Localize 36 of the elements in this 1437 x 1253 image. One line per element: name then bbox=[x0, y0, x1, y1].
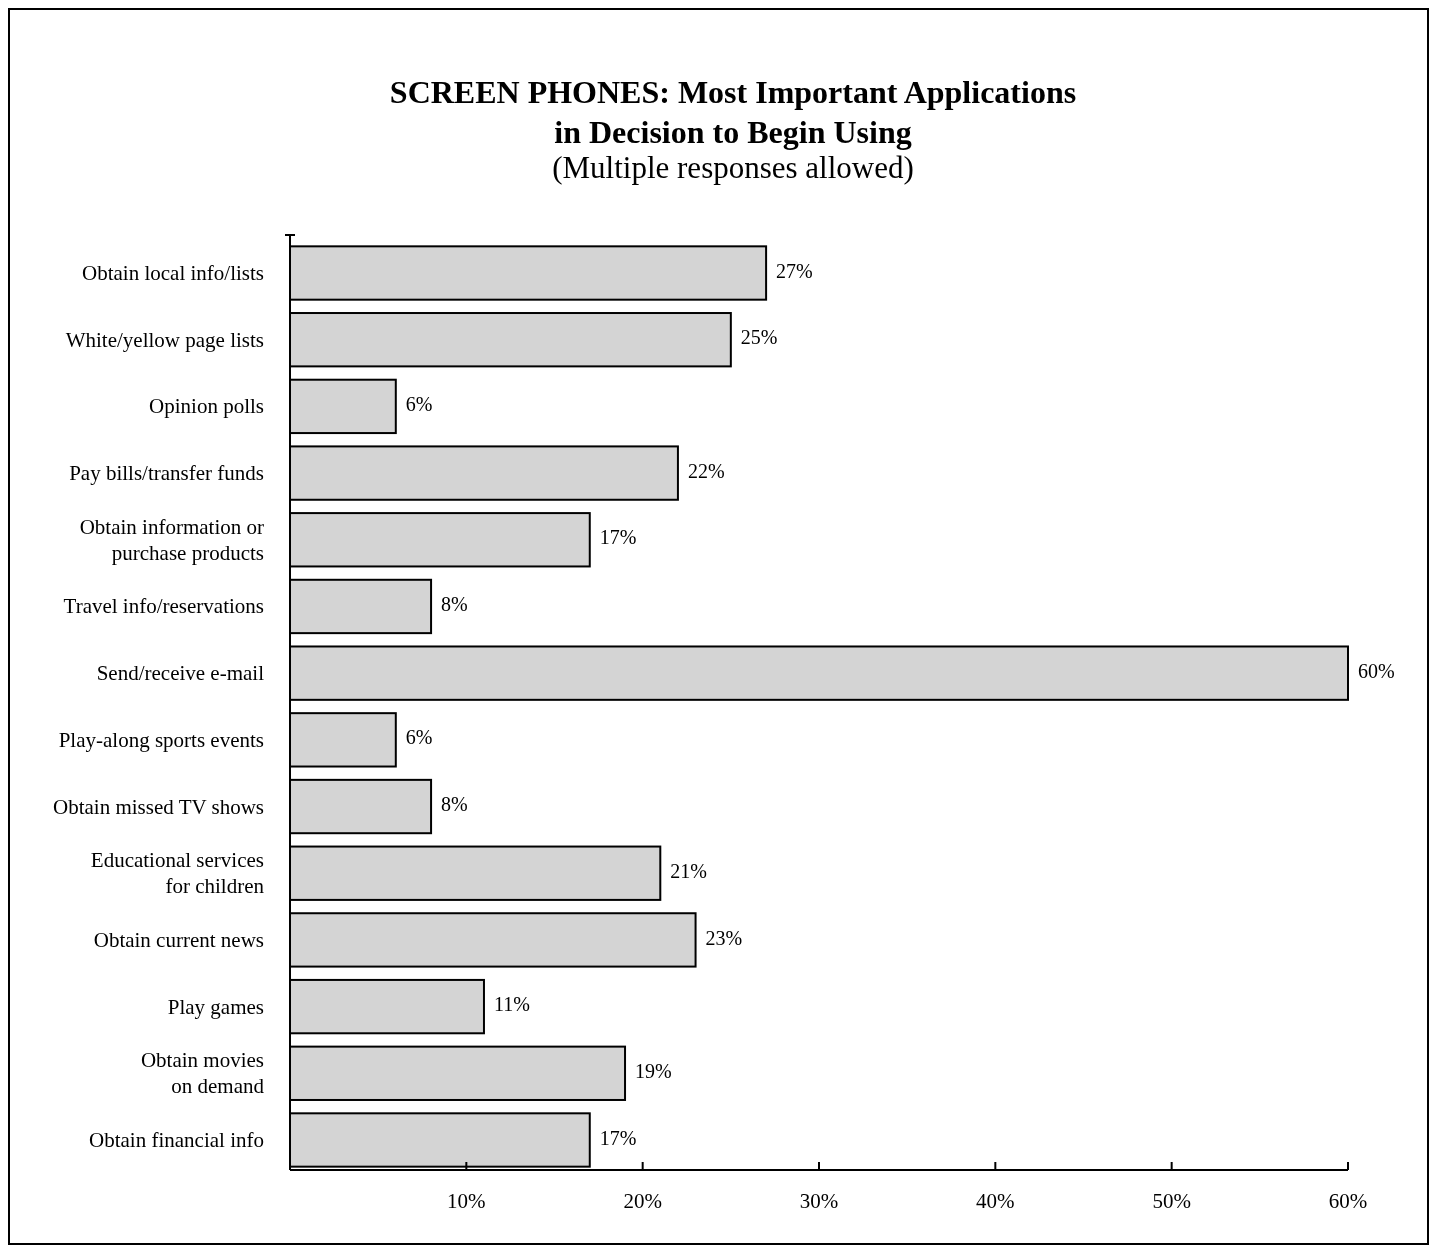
data-label: 17% bbox=[599, 1126, 637, 1149]
x-tick-label: 40% bbox=[976, 1189, 1015, 1213]
data-label: 60% bbox=[1358, 659, 1395, 682]
y-tick-label: Pay bills/transfer funds bbox=[69, 461, 264, 486]
y-tick-label: Play games bbox=[167, 994, 264, 1019]
x-tick-label: 30% bbox=[799, 1189, 839, 1213]
y-tick-label: Send/receive e-mail bbox=[96, 661, 265, 686]
data-label: 27% bbox=[776, 259, 813, 282]
y-tick-label: Obtain missed TV shows bbox=[53, 794, 264, 819]
data-label: 21% bbox=[670, 859, 707, 882]
y-tick-label: Obtain movies on demand bbox=[140, 1048, 265, 1099]
data-label: 6% bbox=[405, 392, 433, 415]
y-tick-label: Obtain financial info bbox=[89, 1127, 264, 1152]
y-tick-label: Educational services for children bbox=[90, 848, 265, 899]
data-label: 8% bbox=[441, 793, 468, 816]
data-label: 23% bbox=[705, 926, 743, 949]
x-tick-label: 20% bbox=[623, 1189, 662, 1213]
data-label: 22% bbox=[687, 459, 725, 482]
data-label: 17% bbox=[599, 526, 637, 549]
x-tick-label: 60% bbox=[1328, 1189, 1368, 1213]
data-label: 11% bbox=[493, 993, 530, 1016]
data-label: 8% bbox=[441, 593, 468, 616]
y-tick-label: Obtain current news bbox=[93, 927, 264, 952]
y-tick-label: White/yellow page lists bbox=[65, 327, 264, 352]
y-tick-label: Travel info/reservations bbox=[63, 594, 264, 619]
chart-title: SCREEN PHONES: Most Important Applications in Decision to Begin Using bbox=[389, 74, 1077, 150]
y-tick-label: Obtain information or purchase products bbox=[79, 514, 264, 565]
y-tick-label: Opinion polls bbox=[149, 394, 264, 419]
y-tick-label: Obtain local info/lists bbox=[82, 261, 264, 286]
chart-subtitle: (Multiple responses allowed) bbox=[552, 150, 914, 185]
data-label: 6% bbox=[405, 726, 433, 749]
data-label: 25% bbox=[740, 326, 778, 349]
x-tick-label: 10% bbox=[447, 1189, 486, 1213]
data-label: 19% bbox=[635, 1059, 672, 1082]
x-tick-label: 50% bbox=[1152, 1189, 1191, 1213]
y-tick-label: Play-along sports events bbox=[58, 727, 264, 752]
